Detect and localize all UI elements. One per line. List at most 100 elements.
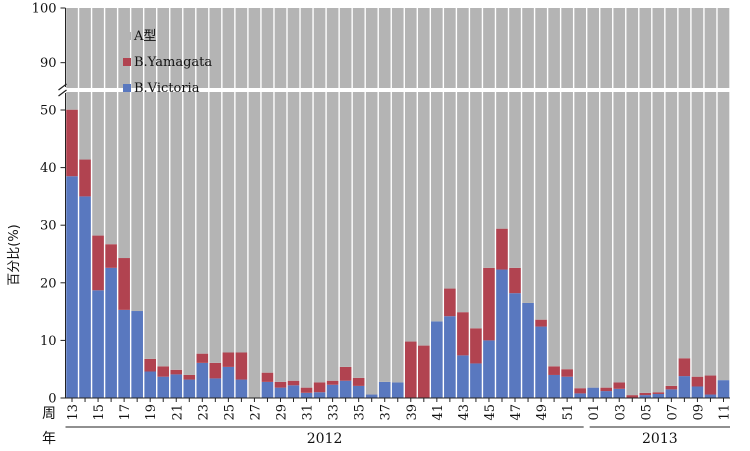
bar-b-yamagata-week-25 <box>222 352 235 367</box>
bar-b-yamagata-week-19 <box>144 358 157 372</box>
bar-a-week-36 <box>365 8 378 395</box>
year-label-2012: 2012 <box>307 431 343 447</box>
x-tick-label-27: 27 <box>248 404 263 421</box>
bar-a-week-41 <box>431 8 443 322</box>
bar-a-week-05 <box>639 8 652 393</box>
bar-b-yamagata-week-08 <box>678 358 691 377</box>
bars-layer <box>66 8 730 398</box>
bar-b-yamagata-week-05 <box>639 392 652 396</box>
x-tick-label-11: 11 <box>717 404 732 421</box>
bar-b-yamagata-week-23 <box>196 353 209 363</box>
bar-a-week-14 <box>79 8 91 160</box>
bar-a-week-20 <box>157 8 170 367</box>
bar-a-week-15 <box>92 8 104 236</box>
bar-a-week-38 <box>391 8 404 383</box>
x-tick-label-03: 03 <box>613 404 628 421</box>
bar-b-victoria-week-48 <box>522 302 534 398</box>
bar-a-week-19 <box>144 8 157 359</box>
bar-b-victoria-week-05 <box>639 395 652 398</box>
bar-b-victoria-week-20 <box>157 376 170 398</box>
x-tick-label-31: 31 <box>301 404 316 421</box>
bar-b-victoria-week-51 <box>561 376 573 398</box>
x-tick-label-25: 25 <box>222 404 237 421</box>
bar-a-week-17 <box>118 8 130 259</box>
x-tick-label-41: 41 <box>431 404 446 421</box>
bar-b-victoria-week-26 <box>235 379 248 398</box>
bar-b-victoria-week-46 <box>496 269 508 398</box>
bar-b-victoria-week-02 <box>600 391 613 398</box>
bar-b-yamagata-week-51 <box>561 369 573 377</box>
bar-b-victoria-week-37 <box>378 381 391 398</box>
bar-a-week-40 <box>417 8 430 346</box>
bar-b-victoria-week-35 <box>352 385 365 398</box>
legend-swatch-b-victoria <box>123 84 131 92</box>
bar-a-week-09 <box>691 8 704 377</box>
bar-a-week-02 <box>600 8 613 388</box>
bar-b-yamagata-week-47 <box>509 267 521 294</box>
bar-a-week-04 <box>626 8 639 396</box>
bar-b-victoria-week-21 <box>170 374 183 398</box>
bar-b-yamagata-week-17 <box>118 258 130 310</box>
bar-b-victoria-week-32 <box>313 392 326 398</box>
bar-b-victoria-week-22 <box>183 379 196 398</box>
x-tick-label-23: 23 <box>196 404 211 421</box>
axis-break-mark-2 <box>58 89 67 97</box>
bar-b-yamagata-week-09 <box>691 376 704 387</box>
bar-b-victoria-week-34 <box>339 380 352 398</box>
bar-a-week-30 <box>287 8 300 381</box>
bar-b-yamagata-week-10 <box>704 375 717 395</box>
bar-b-victoria-week-29 <box>274 387 287 398</box>
x-tick-label-07: 07 <box>665 404 680 421</box>
bar-b-yamagata-week-43 <box>457 312 469 356</box>
bar-b-yamagata-week-50 <box>548 366 560 375</box>
bar-a-week-43 <box>457 8 469 313</box>
bar-b-victoria-week-43 <box>457 355 469 398</box>
y-tick-label-100: 100 <box>32 2 57 17</box>
bar-a-week-42 <box>444 8 456 289</box>
legend-label-b-victoria: B.Victoria <box>134 81 200 96</box>
bar-b-victoria-week-52 <box>574 393 586 398</box>
bar-b-victoria-week-11 <box>717 380 730 398</box>
bar-b-yamagata-week-03 <box>613 382 626 389</box>
x-axis-week-label: 周 <box>42 406 56 422</box>
bar-b-victoria-week-07 <box>665 389 678 398</box>
x-tick-label-17: 17 <box>118 404 133 421</box>
bar-b-victoria-week-09 <box>691 386 704 398</box>
bar-b-victoria-week-42 <box>444 316 456 398</box>
bar-a-week-37 <box>378 8 391 382</box>
y-tick-label-90: 90 <box>40 56 57 71</box>
bar-b-yamagata-week-20 <box>157 366 170 377</box>
y-tick-label-0: 0 <box>48 392 56 407</box>
x-tick-label-39: 39 <box>405 404 420 421</box>
bar-a-week-03 <box>613 8 626 383</box>
bar-b-yamagata-week-15 <box>92 235 104 291</box>
bar-b-victoria-week-01 <box>587 387 600 398</box>
x-tick-label-49: 49 <box>535 404 550 421</box>
bar-b-victoria-week-45 <box>483 340 495 398</box>
bar-a-week-47 <box>509 8 521 268</box>
y-axis-title: 百分比(%) <box>7 224 22 286</box>
legend-swatch-a <box>123 32 131 40</box>
bar-b-victoria-week-13 <box>66 176 78 398</box>
bar-a-week-49 <box>535 8 547 320</box>
bar-b-victoria-week-36 <box>365 394 378 398</box>
bar-a-week-25 <box>222 8 235 353</box>
bar-b-yamagata-week-32 <box>313 382 326 393</box>
bar-b-yamagata-week-13 <box>66 109 78 177</box>
bar-b-yamagata-week-02 <box>600 387 613 392</box>
bar-b-victoria-week-06 <box>652 393 665 398</box>
bar-b-victoria-week-10 <box>704 394 717 398</box>
bar-a-week-01 <box>587 8 600 388</box>
bar-a-week-45 <box>483 8 495 268</box>
bar-a-week-39 <box>404 8 417 342</box>
bar-b-yamagata-week-49 <box>535 319 547 327</box>
bar-a-week-26 <box>235 8 248 353</box>
bar-a-week-08 <box>678 8 691 359</box>
bar-b-victoria-week-25 <box>222 366 235 398</box>
y-tick-label-40: 40 <box>40 161 57 176</box>
x-tick-label-15: 15 <box>92 404 107 421</box>
legend: A型 B.Yamagata B.Victoria <box>123 29 212 96</box>
